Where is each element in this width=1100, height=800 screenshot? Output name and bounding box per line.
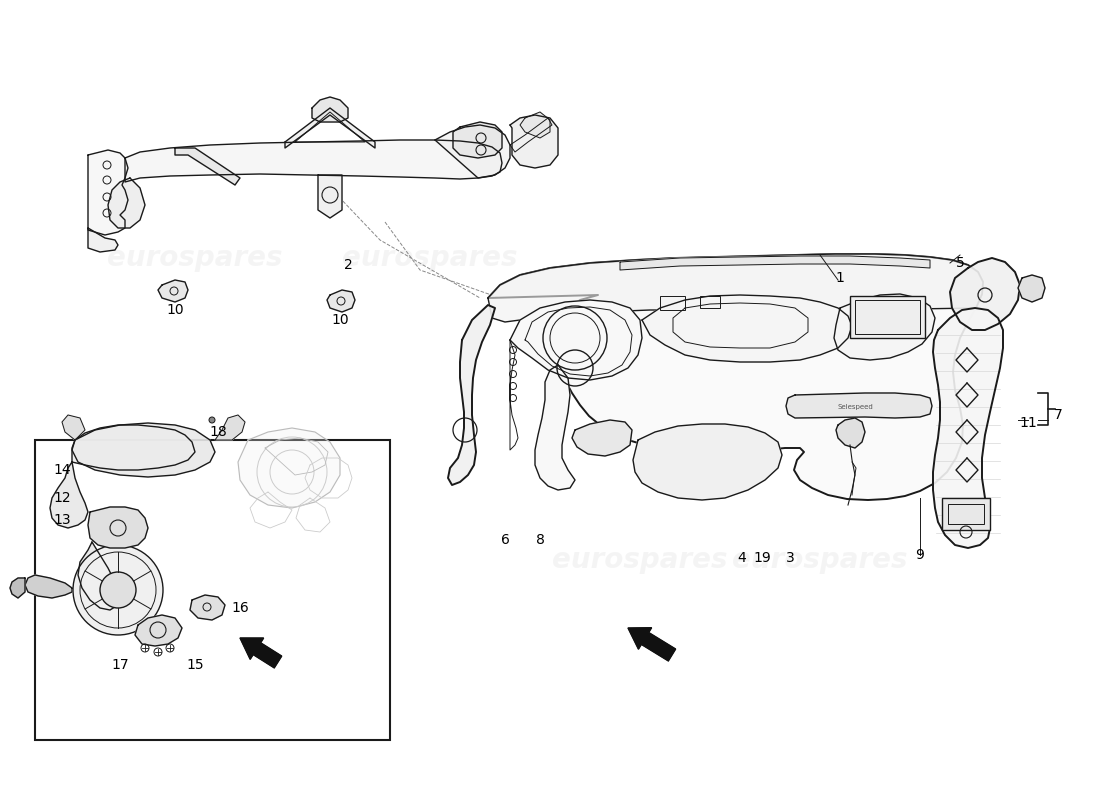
Text: 12: 12 <box>53 491 70 505</box>
Text: 8: 8 <box>536 533 544 547</box>
Polygon shape <box>158 280 188 302</box>
Polygon shape <box>50 462 88 528</box>
Polygon shape <box>510 300 642 380</box>
Polygon shape <box>175 148 240 185</box>
Text: 9: 9 <box>915 548 924 562</box>
Circle shape <box>73 545 163 635</box>
Circle shape <box>209 417 214 423</box>
Text: 10: 10 <box>166 303 184 317</box>
Circle shape <box>100 572 136 608</box>
Polygon shape <box>72 423 214 477</box>
Text: 10: 10 <box>331 313 349 327</box>
Polygon shape <box>318 175 342 218</box>
Polygon shape <box>642 295 852 362</box>
Polygon shape <box>520 112 550 138</box>
Polygon shape <box>10 578 25 598</box>
Text: 5: 5 <box>956 256 965 270</box>
Polygon shape <box>572 420 632 456</box>
Polygon shape <box>125 140 502 182</box>
Polygon shape <box>950 258 1020 330</box>
Text: 19: 19 <box>754 551 771 565</box>
Text: 14: 14 <box>53 463 70 477</box>
Polygon shape <box>488 254 983 500</box>
Polygon shape <box>312 97 348 122</box>
Polygon shape <box>88 228 118 252</box>
Text: 7: 7 <box>1054 408 1063 422</box>
Polygon shape <box>836 418 865 448</box>
Text: Selespeed: Selespeed <box>837 404 873 410</box>
Bar <box>948 504 984 524</box>
Text: 4: 4 <box>738 551 747 565</box>
Polygon shape <box>72 425 195 470</box>
Polygon shape <box>632 424 782 500</box>
Polygon shape <box>628 628 675 661</box>
Bar <box>660 296 685 310</box>
Polygon shape <box>933 308 1003 548</box>
Bar <box>35 440 390 740</box>
Bar <box>855 300 920 334</box>
Text: eurospares: eurospares <box>342 244 518 272</box>
Polygon shape <box>108 178 145 228</box>
Polygon shape <box>240 638 282 668</box>
Polygon shape <box>135 615 182 646</box>
Polygon shape <box>214 415 245 440</box>
Text: eurospares: eurospares <box>108 244 283 272</box>
Polygon shape <box>535 365 575 490</box>
Polygon shape <box>238 428 340 508</box>
Polygon shape <box>88 507 148 548</box>
Polygon shape <box>834 294 935 360</box>
Polygon shape <box>88 150 128 235</box>
Polygon shape <box>786 393 932 418</box>
Polygon shape <box>78 542 120 610</box>
Polygon shape <box>620 256 930 270</box>
Text: eurospares: eurospares <box>108 546 283 574</box>
Polygon shape <box>510 115 558 168</box>
Text: eurospares: eurospares <box>733 546 908 574</box>
Polygon shape <box>448 305 495 485</box>
Polygon shape <box>190 595 226 620</box>
Text: eurospares: eurospares <box>552 546 728 574</box>
Text: 17: 17 <box>111 658 129 672</box>
Text: 6: 6 <box>500 533 509 547</box>
Polygon shape <box>285 108 375 148</box>
Text: 2: 2 <box>343 258 352 272</box>
Polygon shape <box>327 290 355 312</box>
Text: 1: 1 <box>836 271 845 285</box>
Text: 3: 3 <box>785 551 794 565</box>
Bar <box>942 498 990 530</box>
Polygon shape <box>434 125 510 178</box>
Text: 11: 11 <box>1019 416 1037 430</box>
Polygon shape <box>25 575 72 598</box>
Bar <box>700 296 720 308</box>
Text: 13: 13 <box>53 513 70 527</box>
Bar <box>850 296 925 338</box>
Polygon shape <box>488 254 983 322</box>
Text: 16: 16 <box>231 601 249 615</box>
Polygon shape <box>1018 275 1045 302</box>
Polygon shape <box>453 122 502 158</box>
Text: 18: 18 <box>209 425 227 439</box>
Text: 15: 15 <box>186 658 204 672</box>
Polygon shape <box>62 415 85 440</box>
